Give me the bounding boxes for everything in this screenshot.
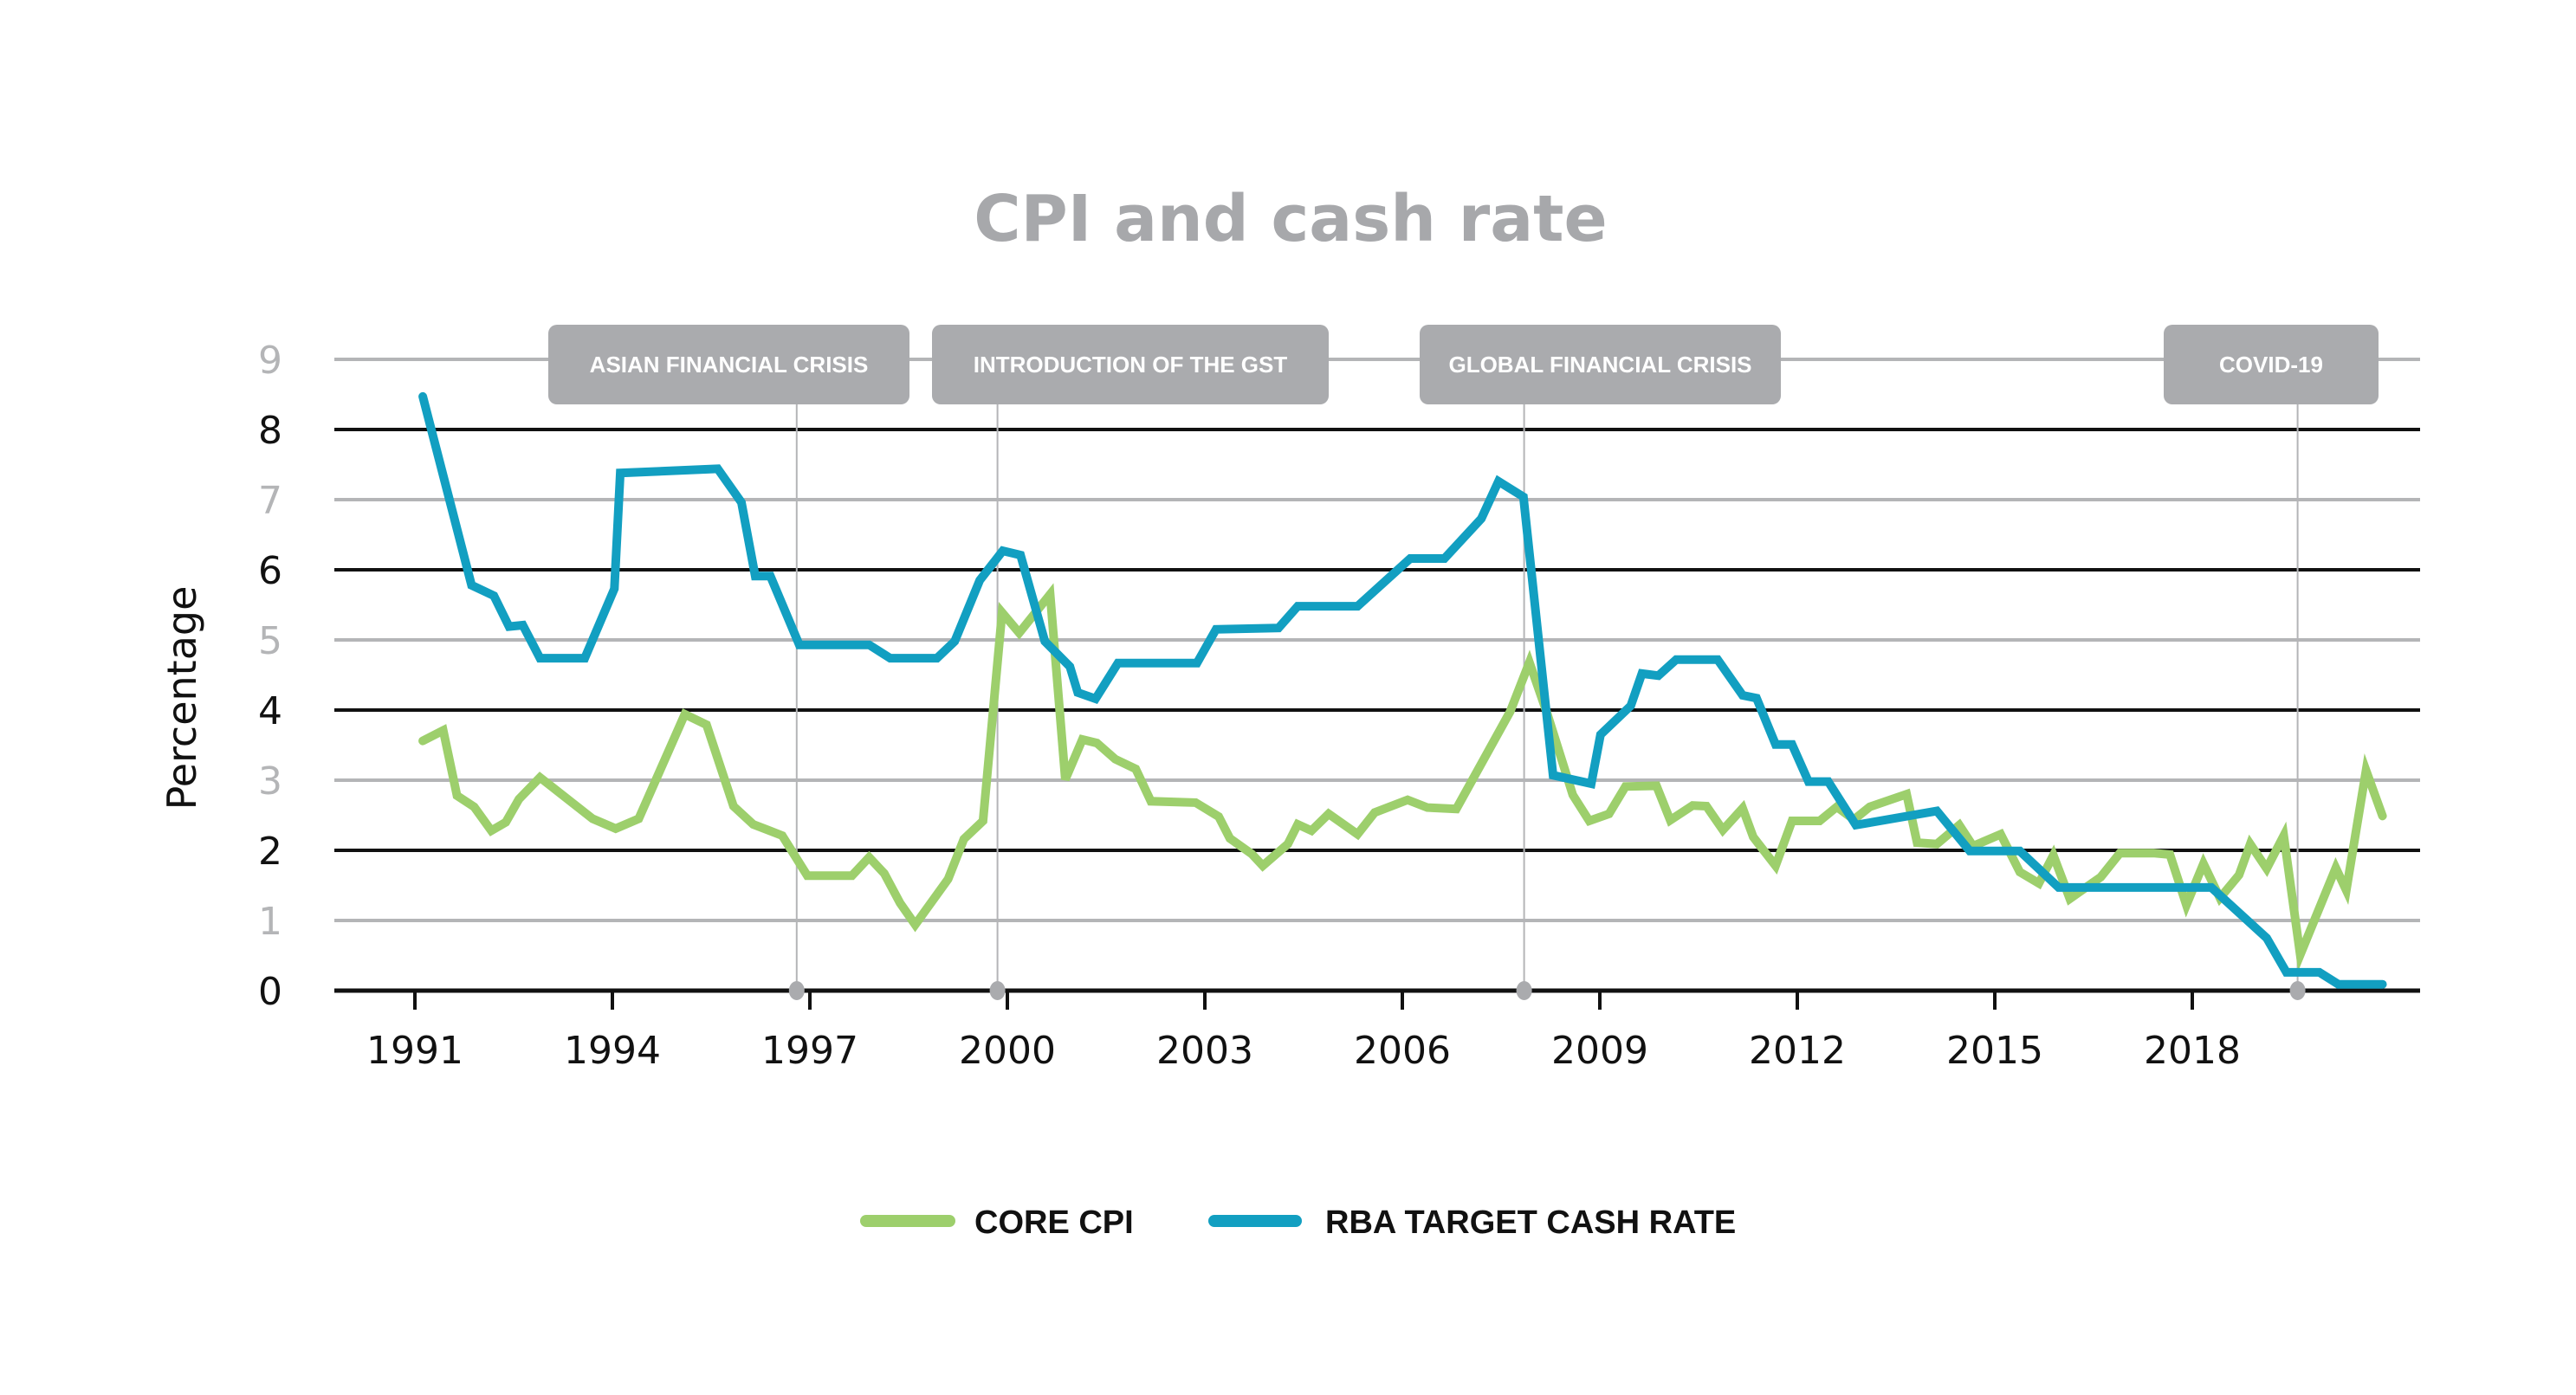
annotation-label: GLOBAL FINANCIAL CRISIS [1448, 352, 1751, 378]
x-tick-label: 2006 [1354, 1029, 1451, 1073]
annotation-box: COVID-19 [2164, 325, 2379, 404]
x-tick-label: 1997 [761, 1029, 858, 1073]
y-tick-labels: 0 1 2 3 4 5 6 7 8 9 [258, 339, 282, 1014]
y-tick-label: 6 [258, 549, 282, 593]
y-tick-label: 1 [258, 900, 282, 944]
y-tick-label: 9 [258, 339, 282, 383]
y-tick-label: 7 [258, 479, 282, 523]
annotation-marker [789, 981, 805, 1000]
gridlines [334, 359, 2420, 920]
x-tick-label: 2003 [1156, 1029, 1253, 1073]
x-tick-label: 2000 [959, 1029, 1056, 1073]
x-tick-label: 2009 [1551, 1029, 1648, 1073]
annotation-marker [2290, 981, 2306, 1000]
x-tick-label: 1991 [366, 1029, 463, 1073]
legend-label-core-cpi: CORE CPI [974, 1204, 1134, 1241]
annotation-box: ASIAN FINANCIAL CRISIS [548, 325, 909, 404]
series-line-cash-rate [423, 397, 2383, 985]
x-tick-label: 1994 [564, 1029, 661, 1073]
x-tick-label: 2012 [1749, 1029, 1846, 1073]
y-tick-label: 5 [258, 619, 282, 663]
series-lines [423, 397, 2383, 985]
x-tick-label: 2018 [2144, 1029, 2241, 1073]
annotation-marker [1517, 981, 1532, 1000]
y-tick-label: 2 [258, 830, 282, 874]
annotation-boxes: ASIAN FINANCIAL CRISIS INTRODUCTION OF TH… [548, 325, 2379, 404]
legend-label-cash-rate: RBA TARGET CASH RATE [1325, 1204, 1736, 1241]
annotation-box: INTRODUCTION OF THE GST [932, 325, 1329, 404]
annotation-box: GLOBAL FINANCIAL CRISIS [1420, 325, 1781, 404]
chart-title: CPI and cash rate [974, 182, 1607, 256]
y-axis-label: Percentage [159, 586, 205, 811]
x-axis: 1991 1994 1997 2000 2003 2006 2009 2012 2015 2018 [334, 981, 2420, 1073]
annotation-marker [990, 981, 1006, 1000]
y-tick-label: 3 [258, 759, 282, 804]
y-tick-label: 0 [258, 970, 282, 1014]
annotation-label: COVID-19 [2219, 352, 2323, 378]
series-line-core-cpi [423, 594, 2383, 954]
legend: CORE CPI RBA TARGET CASH RATE [866, 1204, 1736, 1241]
annotation-label: INTRODUCTION OF THE GST [974, 352, 1288, 378]
annotation-label: ASIAN FINANCIAL CRISIS [590, 352, 869, 378]
y-tick-label: 4 [258, 689, 282, 733]
y-tick-label: 8 [258, 409, 282, 453]
x-tick-label: 2015 [1946, 1029, 2043, 1073]
